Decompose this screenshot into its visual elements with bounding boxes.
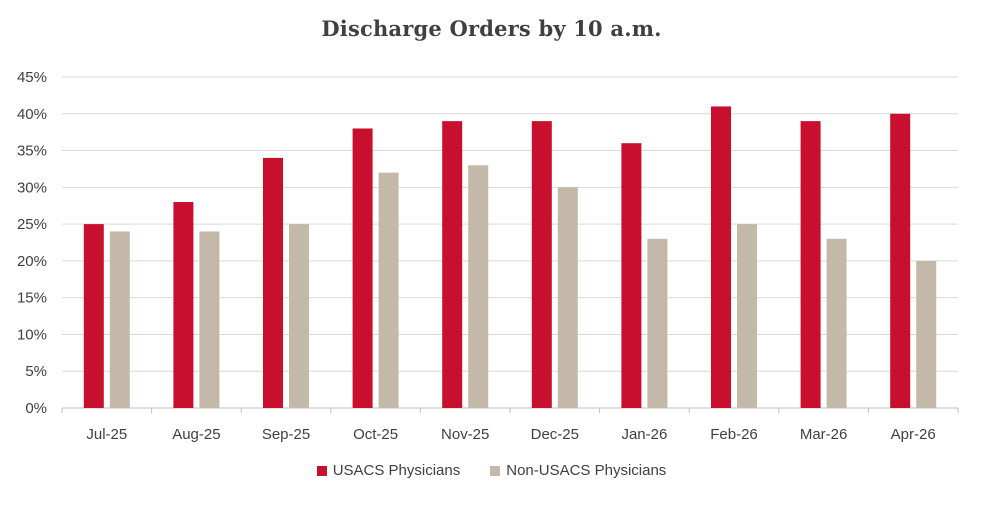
bar-non-usacs [378,172,399,408]
legend: USACS Physicians Non-USACS Physicians [0,462,983,479]
x-tick-label: Jan-26 [621,426,667,443]
x-tick-label: Mar-26 [800,426,848,443]
y-tick-label: 10% [17,326,47,343]
legend-item-usacs: USACS Physicians [316,462,461,479]
legend-label-non-usacs: Non-USACS Physicians [506,462,667,479]
y-tick-label: 40% [17,106,47,123]
bar-non-usacs [557,187,578,408]
bar-usacs [83,224,104,408]
chart-title: Discharge Orders by 10 a.m. [321,16,662,41]
y-tick-label: 15% [17,290,47,307]
bar-non-usacs [737,224,757,408]
bar-usacs [263,157,283,408]
x-tick-label: Oct-25 [353,426,398,443]
legend-swatch-non-usacs [490,465,501,476]
x-tick-label: Aug-25 [172,426,220,443]
x-tick-label: Jul-25 [86,426,127,443]
bar-non-usacs [199,231,220,408]
bar-usacs [890,113,911,409]
bar-non-usacs [647,238,668,408]
x-tick-label: Sep-25 [262,426,310,443]
y-tick-label: 20% [17,253,47,270]
legend-swatch-usacs [316,465,327,476]
x-tick-label: Nov-25 [441,426,489,443]
x-tick-label: Dec-25 [531,426,579,443]
x-tick-label: Feb-26 [710,426,758,443]
bar-non-usacs [916,260,937,408]
bar-non-usacs [289,224,309,408]
bar-usacs [173,202,194,408]
x-tick-label: Apr-26 [891,426,936,443]
bar-non-usacs [109,231,130,408]
bar-usacs [442,121,463,408]
legend-label-usacs: USACS Physicians [332,462,461,479]
y-tick-label: 35% [17,143,47,160]
y-tick-label: 5% [25,363,47,380]
bar-non-usacs [468,165,489,408]
y-tick-label: 0% [25,400,47,417]
bar-non-usacs [826,238,847,408]
bar-usacs [352,128,373,408]
bar-usacs [800,121,821,408]
y-tick-label: 45% [17,69,47,86]
bar-usacs [711,106,731,408]
y-tick-label: 30% [17,179,47,196]
y-tick-label: 25% [17,216,47,233]
bar-usacs [531,121,552,408]
bar-usacs [621,143,642,408]
legend-item-non-usacs: Non-USACS Physicians [490,462,666,479]
